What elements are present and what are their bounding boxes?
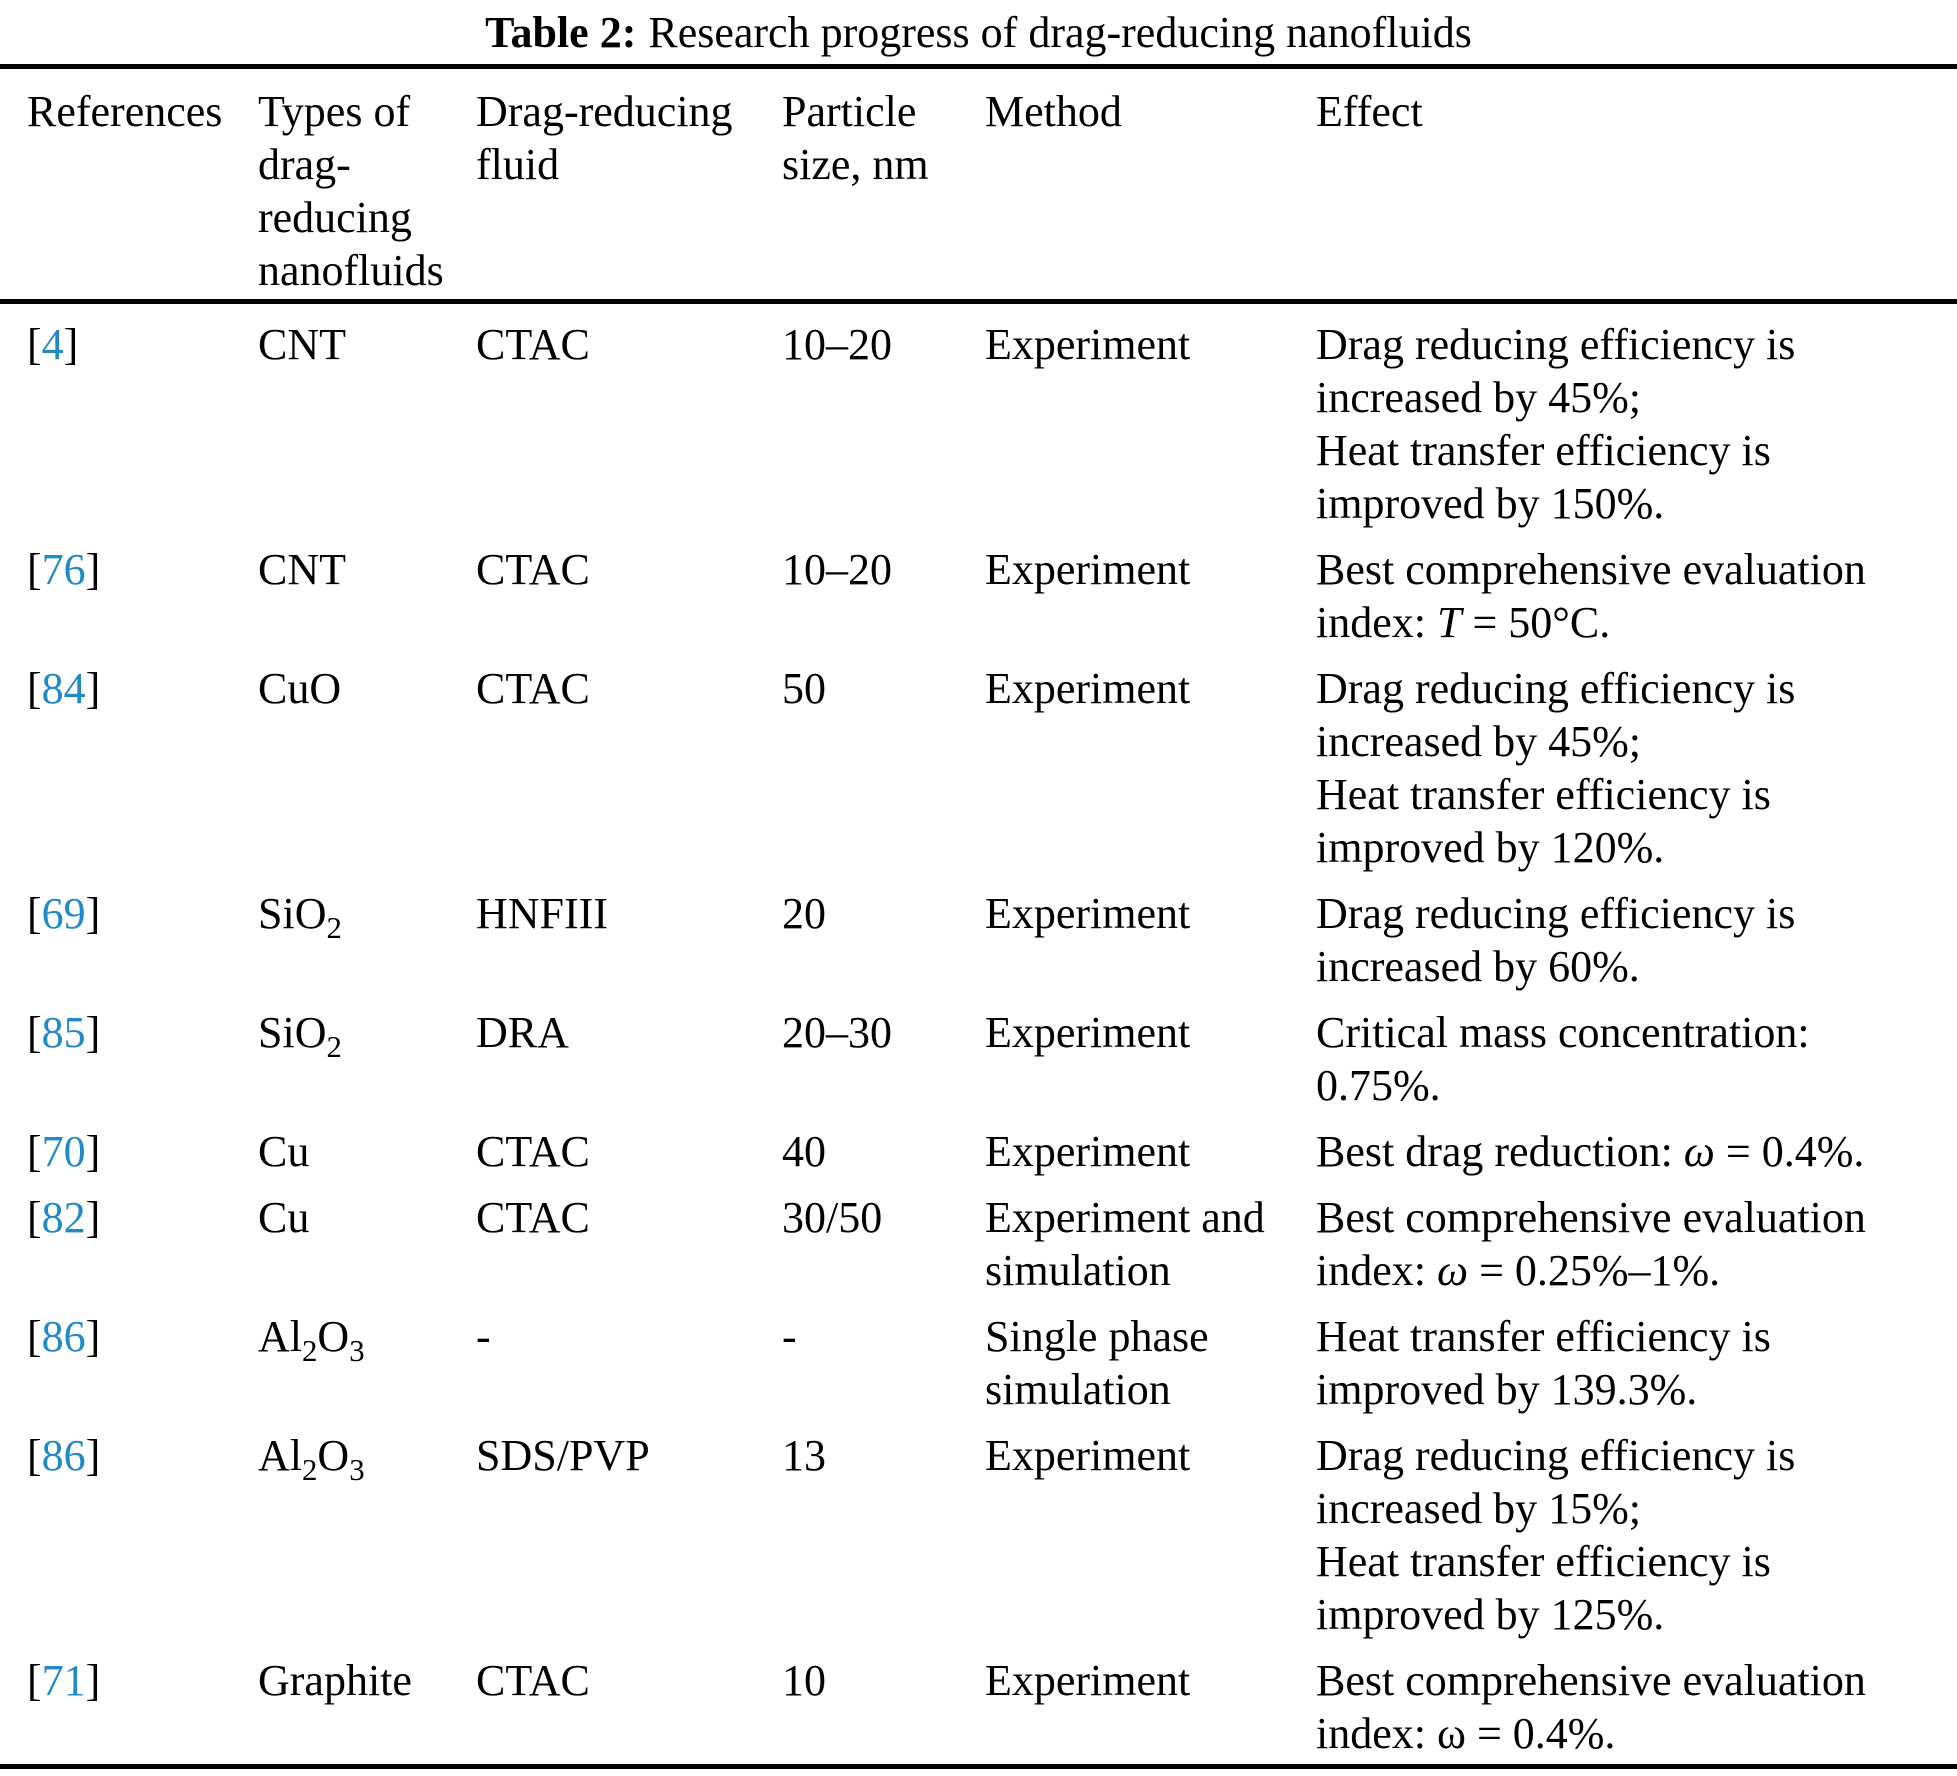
type-cell: SiO2 (258, 1008, 342, 1064)
citation-link[interactable]: 69 (41, 889, 86, 938)
effect-cell: Critical mass concentration: 0.75%. (1316, 1008, 1810, 1110)
citation-link[interactable]: 82 (41, 1193, 86, 1242)
effect-cell: Drag reducing efficiency is increased by … (1316, 1431, 1796, 1639)
type-cell: CNT (258, 545, 346, 594)
method-cell: Experiment (985, 664, 1191, 713)
method-cell: Experiment (985, 1656, 1191, 1705)
effect-cell: Drag reducing efficiency is increased by … (1316, 889, 1796, 991)
fluid-cell: CTAC (476, 320, 590, 369)
ref-cell: [82] (27, 1193, 101, 1242)
table-row: [86] Al2O3 - - Single phase simulation He… (0, 1310, 1957, 1429)
type-cell: SiO2 (258, 889, 342, 945)
fluid-cell: CTAC (476, 664, 590, 713)
method-cell: Experiment (985, 545, 1191, 594)
size-cell: - (782, 1312, 797, 1361)
table-row: [84] CuO CTAC 50 Experiment Drag reducin… (0, 662, 1957, 887)
header-references: References (27, 87, 223, 136)
effect-cell: Best comprehensive evaluation index: ω = … (1316, 1193, 1866, 1295)
fluid-cell: CTAC (476, 1656, 590, 1705)
type-cell: Cu (258, 1193, 310, 1242)
table-caption: Table 2: Research progress of drag-reduci… (0, 0, 1957, 64)
size-cell: 10 (782, 1656, 826, 1705)
header-types: Types of drag-reducing nanofluids (258, 87, 444, 295)
table-row: [69] SiO2 HNFIII 20 Experiment Drag redu… (0, 887, 1957, 1006)
fluid-cell: CTAC (476, 1193, 590, 1242)
effect-cell: Heat transfer efficiency is improved by 1… (1316, 1312, 1771, 1414)
table-row: [82] Cu CTAC 30/50 Experiment and simulat… (0, 1191, 1957, 1310)
type-cell: Al2O3 (258, 1431, 365, 1487)
fluid-cell: HNFIII (476, 889, 608, 938)
size-cell: 13 (782, 1431, 826, 1480)
citation-link[interactable]: 86 (41, 1431, 86, 1480)
table-body: [4] CNT CTAC 10–20 Experiment Drag reduc… (0, 302, 1957, 1767)
method-cell: Experiment (985, 889, 1191, 938)
fluid-cell: DRA (476, 1008, 569, 1057)
table-row: [70] Cu CTAC 40 Experiment Best drag red… (0, 1125, 1957, 1191)
type-cell: Graphite (258, 1656, 412, 1705)
table-header: References Types of drag-reducing nanofl… (0, 67, 1957, 302)
fluid-cell: SDS/PVP (476, 1431, 650, 1480)
ref-cell: [84] (27, 664, 101, 713)
type-cell: CNT (258, 320, 346, 369)
method-cell: Experiment and simulation (985, 1193, 1265, 1295)
method-cell: Experiment (985, 320, 1191, 369)
ref-cell: [71] (27, 1656, 101, 1705)
table-caption-label: Table 2: (485, 8, 637, 57)
size-cell: 50 (782, 664, 826, 713)
type-cell: CuO (258, 664, 342, 713)
size-cell: 10–20 (782, 320, 892, 369)
size-cell: 10–20 (782, 545, 892, 594)
table-row: [4] CNT CTAC 10–20 Experiment Drag reduc… (0, 302, 1957, 544)
ref-cell: [70] (27, 1127, 101, 1176)
method-cell: Experiment (985, 1127, 1191, 1176)
header-row: References Types of drag-reducing nanofl… (0, 67, 1957, 302)
method-cell: Experiment (985, 1431, 1191, 1480)
size-cell: 30/50 (782, 1193, 883, 1242)
size-cell: 20 (782, 889, 826, 938)
fluid-cell: CTAC (476, 1127, 590, 1176)
table-row: [86] Al2O3 SDS/PVP 13 Experiment Drag re… (0, 1429, 1957, 1654)
citation-link[interactable]: 76 (41, 545, 86, 594)
effect-cell: Drag reducing efficiency is increased by … (1316, 664, 1796, 872)
citation-link[interactable]: 84 (41, 664, 86, 713)
method-cell: Experiment (985, 1008, 1191, 1057)
fluid-cell: - (476, 1312, 491, 1361)
ref-cell: [86] (27, 1312, 101, 1361)
citation-link[interactable]: 4 (41, 320, 64, 369)
research-progress-table: References Types of drag-reducing nanofl… (0, 64, 1957, 1769)
size-cell: 20–30 (782, 1008, 892, 1057)
fluid-cell: CTAC (476, 545, 590, 594)
ref-cell: [85] (27, 1008, 101, 1057)
type-cell: Al2O3 (258, 1312, 365, 1368)
effect-cell: Best drag reduction: ω = 0.4%. (1316, 1127, 1865, 1176)
citation-link[interactable]: 71 (41, 1656, 86, 1705)
citation-link[interactable]: 85 (41, 1008, 86, 1057)
effect-cell: Best comprehensive evaluation index: T = … (1316, 545, 1866, 647)
effect-cell: Best comprehensive evaluation index: ω = … (1316, 1656, 1866, 1758)
table-caption-text: Research progress of drag-reducing nanof… (648, 8, 1472, 57)
table-row: [76] CNT CTAC 10–20 Experiment Best comp… (0, 543, 1957, 662)
header-method: Method (985, 87, 1122, 136)
method-cell: Single phase simulation (985, 1312, 1209, 1414)
header-effect: Effect (1316, 87, 1423, 136)
type-cell: Cu (258, 1127, 310, 1176)
table-row: [71] Graphite CTAC 10 Experiment Best co… (0, 1654, 1957, 1767)
citation-link[interactable]: 70 (41, 1127, 86, 1176)
header-fluid: Drag-reducing fluid (476, 87, 733, 189)
ref-cell: [76] (27, 545, 101, 594)
effect-cell: Drag reducing efficiency is increased by … (1316, 320, 1796, 528)
table-row: [85] SiO2 DRA 20–30 Experiment Critical … (0, 1006, 1957, 1125)
ref-cell: [69] (27, 889, 101, 938)
header-size: Particle size, nm (782, 87, 929, 189)
ref-cell: [4] (27, 320, 79, 369)
citation-link[interactable]: 86 (41, 1312, 86, 1361)
size-cell: 40 (782, 1127, 826, 1176)
ref-cell: [86] (27, 1431, 101, 1480)
